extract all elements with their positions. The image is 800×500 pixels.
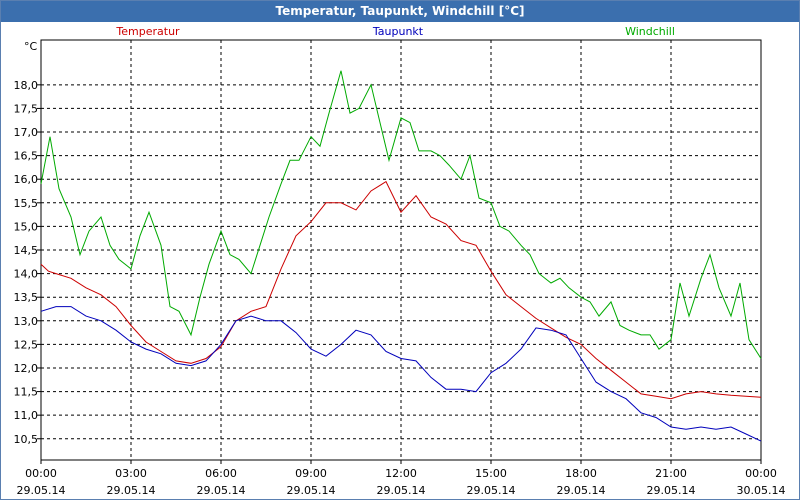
x-tick-time-label: 00:00	[25, 467, 57, 480]
series-line-windchill	[40, 70, 762, 359]
y-tick-label: 14,5	[14, 244, 39, 257]
legend: Temperatur Taupunkt Windchill	[115, 25, 675, 38]
x-axis-ticks: 00:00 29.05.14 03:00 29.05.14 06:00 29.05.14 0…	[17, 460, 786, 497]
x-tick-date-label: 29.05.14	[17, 484, 66, 497]
y-tick-label: 16,5	[14, 150, 39, 163]
x-tick-time-label: 09:00	[295, 467, 327, 480]
legend-label-windchill: Windchill	[625, 25, 675, 38]
x-tick-date-label: 29.05.14	[377, 484, 426, 497]
legend-label-taupunkt: Taupunkt	[372, 25, 424, 38]
x-tick-date-label: 29.05.14	[107, 484, 156, 497]
x-tick-time-label: 21:00	[655, 467, 687, 480]
y-tick-label: 10,5	[14, 433, 39, 446]
x-tick-date-label: 29.05.14	[647, 484, 696, 497]
y-tick-label: 17,0	[14, 126, 39, 139]
y-tick-label: 15,0	[14, 220, 39, 233]
y-tick-label: 15,5	[14, 197, 39, 210]
x-tick-time-label: 18:00	[565, 467, 597, 480]
grid-lines	[41, 40, 761, 460]
x-tick-date-label: 29.05.14	[467, 484, 516, 497]
y-tick-label: 13,0	[14, 315, 39, 328]
y-tick-label: 14,0	[14, 268, 39, 281]
x-tick-time-label: 00:00	[745, 467, 777, 480]
legend-label-temperatur: Temperatur	[115, 25, 180, 38]
series-line-taupunkt	[40, 306, 762, 442]
x-tick-date-label: 29.05.14	[197, 484, 246, 497]
window-title: Temperatur, Taupunkt, Windchill [°C]	[1, 1, 799, 22]
x-tick-date-label: 30.05.14	[737, 484, 786, 497]
x-tick-time-label: 06:00	[205, 467, 237, 480]
x-tick-date-label: 29.05.14	[557, 484, 606, 497]
x-tick-time-label: 15:00	[475, 467, 507, 480]
y-tick-label: 12,0	[14, 362, 39, 375]
x-tick-date-label: 29.05.14	[287, 484, 336, 497]
y-tick-label: 16,0	[14, 173, 39, 186]
series-lines	[40, 70, 762, 442]
x-tick-time-label: 03:00	[115, 467, 147, 480]
y-tick-label: 18,0	[14, 79, 39, 92]
y-axis-ticks: 18,0 17,5 17,0 16,5 16,0 15,5 15,0 14,5 14,0 13,5…	[14, 79, 41, 446]
y-tick-label: 11,5	[14, 386, 39, 399]
y-tick-label: 17,5	[14, 102, 39, 115]
series-line-temperatur	[40, 180, 762, 400]
y-axis-label: °C	[24, 40, 38, 53]
y-tick-label: 12,5	[14, 338, 39, 351]
y-tick-label: 11,0	[14, 409, 39, 422]
x-tick-time-label: 12:00	[385, 467, 417, 480]
y-tick-label: 13,5	[14, 291, 39, 304]
